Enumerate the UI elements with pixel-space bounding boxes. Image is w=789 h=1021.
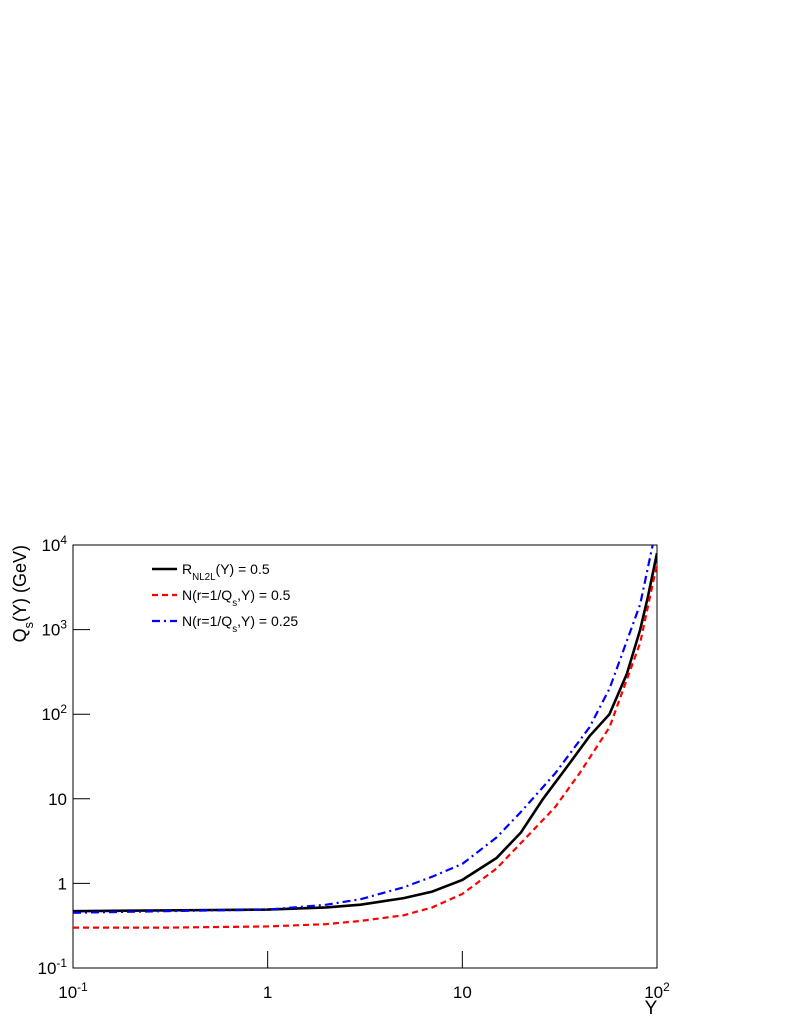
x-tick-label: 102 bbox=[644, 980, 670, 1002]
plot-frame bbox=[72, 544, 658, 969]
series-line bbox=[73, 552, 657, 913]
y-axis-label: Qs(Y) (GeV) bbox=[10, 545, 36, 642]
x-tick-label: 10-1 bbox=[58, 980, 88, 1002]
y-tick-label: 104 bbox=[41, 533, 67, 555]
legend-label: N(r=1/Qs,Y) = 0.25 bbox=[182, 613, 298, 635]
y-tick-label: 103 bbox=[41, 618, 67, 640]
series-line bbox=[73, 545, 654, 914]
legend-label: N(r=1/Qs,Y) = 0.5 bbox=[182, 587, 291, 609]
y-tick-label: 1 bbox=[58, 874, 67, 893]
y-tick-label: 102 bbox=[41, 702, 67, 724]
x-tick-label: 10 bbox=[453, 983, 472, 1002]
series-line bbox=[73, 563, 657, 929]
y-tick-label: 10 bbox=[48, 790, 67, 809]
x-tick-label: 1 bbox=[263, 983, 272, 1002]
y-tick-label: 10-1 bbox=[38, 956, 68, 978]
legend-label: RNL2L(Y) = 0.5 bbox=[182, 561, 270, 583]
x-axis-label: Y bbox=[645, 998, 658, 1019]
